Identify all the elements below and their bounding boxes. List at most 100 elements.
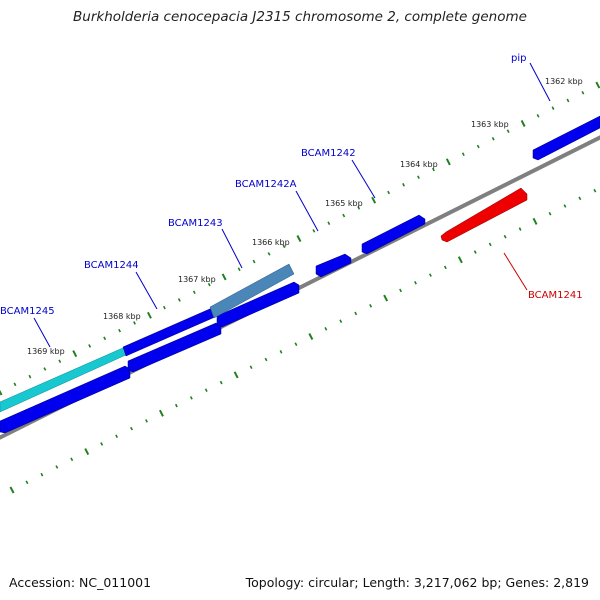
tick-label-1362: 1362 kbp — [545, 77, 583, 86]
gene-arrow-bcam1243[interactable] — [216, 281, 300, 328]
outer-tick — [387, 190, 391, 195]
outer-tick — [417, 175, 420, 179]
outer-tick — [0, 389, 3, 396]
inner-tick — [518, 227, 522, 231]
gene-arrow-bcam1245[interactable] — [0, 365, 131, 434]
inner-tick — [294, 342, 298, 346]
callout-bcam1241 — [503, 252, 528, 291]
tick-label-1364: 1364 kbp — [400, 160, 438, 169]
callout-bcam1242 — [351, 159, 376, 199]
outer-tick — [72, 350, 78, 358]
tick-label-1366: 1366 kbp — [252, 238, 290, 247]
outer-tick — [402, 183, 406, 187]
outer-tick — [461, 152, 465, 156]
outer-tick — [192, 290, 196, 295]
outer-tick — [103, 336, 107, 341]
outer-tick — [595, 81, 600, 89]
inner-tick — [354, 311, 358, 316]
gene-arrow-bcam1241[interactable] — [440, 187, 528, 243]
inner-tick — [369, 304, 373, 308]
outer-tick — [342, 213, 346, 218]
tick-label-1369: 1369 kbp — [27, 347, 65, 356]
inner-tick — [414, 280, 417, 285]
inner-tick — [339, 319, 343, 323]
outer-tick — [13, 382, 17, 387]
outer-tick — [237, 267, 241, 272]
inner-tick — [264, 357, 268, 362]
outer-tick — [581, 91, 585, 95]
outer-tick — [282, 244, 286, 249]
inner-tick — [279, 350, 283, 354]
gene-label-bcam1242a: BCAM1242A — [235, 179, 297, 190]
outer-tick — [133, 321, 136, 325]
inner-tick — [233, 371, 239, 379]
inner-tick — [189, 396, 193, 400]
outer-tick — [43, 367, 47, 371]
outer-tick — [327, 221, 331, 225]
gene-labels: pip BCAM1242 BCAM1242A BCAM1243 BCAM1244… — [0, 53, 583, 317]
inner-tick — [9, 486, 15, 494]
outer-tick — [147, 311, 152, 319]
inner-tick — [488, 242, 492, 247]
inner-tick — [130, 426, 134, 431]
outer-tick — [491, 137, 495, 141]
genome-summary: Topology: circular; Length: 3,217,062 bp… — [245, 575, 589, 590]
tick-label-1368: 1368 kbp — [103, 312, 141, 321]
inner-tick-ring — [9, 188, 597, 494]
inner-tick — [219, 380, 223, 385]
ruler-labels: 1362 kbp 1363 kbp 1364 kbp 1365 kbp 1366… — [27, 77, 583, 356]
outer-tick — [296, 235, 302, 243]
gene-callouts — [33, 62, 551, 348]
outer-tick — [58, 359, 62, 364]
gene-label-bcam1242: BCAM1242 — [301, 148, 356, 159]
gene-arrow-bcam1242a[interactable] — [315, 253, 352, 278]
inner-tick — [174, 403, 178, 408]
gene-arrow-pip[interactable] — [532, 115, 600, 161]
outer-tick — [221, 273, 227, 281]
inner-tick — [145, 419, 148, 423]
inner-tick — [100, 442, 104, 446]
inner-tick — [324, 327, 328, 331]
gene-label-bcam1245: BCAM1245 — [0, 306, 55, 317]
outer-tick — [536, 114, 540, 118]
feature-steel[interactable] — [209, 263, 295, 319]
accession-text: Accession: NC_011001 — [9, 575, 152, 590]
callout-pip — [529, 62, 551, 102]
outer-tick — [566, 98, 570, 103]
tick-label-1363: 1363 kbp — [471, 120, 509, 129]
outer-tick — [162, 305, 166, 310]
inner-tick — [249, 365, 253, 369]
inner-tick — [563, 204, 567, 208]
outer-tick — [520, 119, 526, 127]
inner-tick — [308, 333, 314, 340]
outer-tick — [506, 129, 510, 133]
inner-tick — [115, 434, 119, 439]
outer-tick — [551, 106, 555, 110]
inner-tick — [532, 217, 538, 225]
outer-tick — [28, 374, 32, 379]
gene-arrow-bcam1244[interactable] — [127, 322, 222, 373]
inner-tick — [25, 480, 29, 485]
callout-bcam1243 — [221, 228, 243, 269]
inner-tick — [503, 234, 507, 239]
outer-tick — [118, 328, 122, 333]
inner-tick — [548, 211, 552, 216]
outer-tick — [312, 229, 316, 233]
callout-bcam1242a — [295, 190, 319, 232]
outer-tick-ring — [0, 81, 600, 396]
inner-tick — [40, 472, 44, 477]
gene-label-pip: pip — [511, 53, 526, 64]
map-title: Burkholderia cenocepacia J2315 chromosom… — [73, 9, 527, 25]
inner-tick — [159, 409, 164, 417]
inner-tick — [399, 288, 403, 293]
outer-tick — [207, 282, 211, 287]
inner-tick — [84, 448, 90, 456]
inner-tick — [383, 294, 389, 302]
inner-tick — [457, 256, 463, 264]
outer-tick — [445, 158, 451, 166]
outer-tick — [252, 259, 256, 264]
gene-arrow-bcam1242[interactable] — [361, 214, 426, 255]
callout-bcam1244 — [135, 271, 158, 310]
inner-tick — [593, 188, 597, 193]
